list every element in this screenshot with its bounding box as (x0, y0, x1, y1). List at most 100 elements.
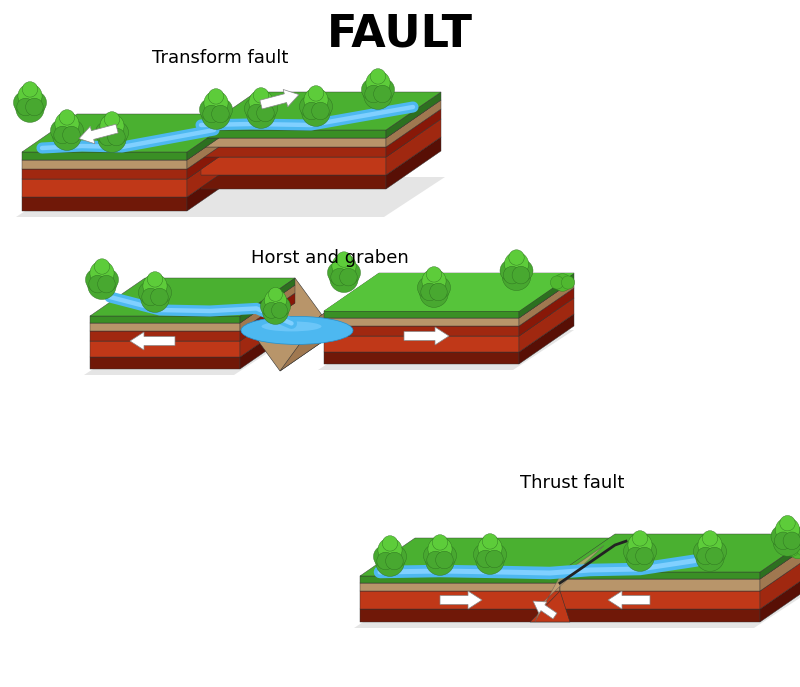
FancyArrow shape (440, 591, 482, 609)
Circle shape (628, 533, 652, 557)
Polygon shape (386, 100, 441, 147)
Polygon shape (316, 120, 322, 124)
Circle shape (16, 94, 44, 122)
Polygon shape (324, 326, 519, 336)
Circle shape (203, 105, 221, 123)
Polygon shape (560, 534, 800, 572)
Circle shape (386, 552, 403, 570)
Polygon shape (110, 137, 114, 148)
Circle shape (25, 91, 46, 113)
Polygon shape (432, 292, 436, 303)
Circle shape (17, 98, 34, 116)
Polygon shape (324, 280, 574, 318)
FancyArrow shape (608, 591, 650, 609)
Circle shape (208, 89, 224, 104)
Polygon shape (90, 316, 240, 323)
Polygon shape (360, 545, 615, 583)
Polygon shape (388, 561, 392, 572)
Polygon shape (259, 113, 263, 124)
Circle shape (299, 95, 322, 117)
Circle shape (104, 112, 120, 127)
Circle shape (22, 82, 38, 97)
Circle shape (271, 302, 287, 318)
Polygon shape (383, 570, 390, 574)
Circle shape (304, 88, 328, 112)
Circle shape (331, 269, 349, 286)
Circle shape (330, 264, 358, 293)
Polygon shape (240, 278, 335, 371)
Polygon shape (638, 556, 642, 567)
Polygon shape (155, 306, 162, 311)
Circle shape (782, 526, 800, 548)
Polygon shape (22, 141, 242, 179)
Circle shape (100, 114, 124, 138)
Circle shape (512, 267, 530, 284)
Circle shape (340, 269, 358, 286)
Polygon shape (261, 122, 268, 126)
Circle shape (141, 284, 170, 313)
Polygon shape (530, 591, 570, 622)
Polygon shape (360, 583, 560, 591)
Polygon shape (360, 553, 800, 591)
Circle shape (502, 262, 531, 291)
Circle shape (98, 275, 115, 293)
Polygon shape (371, 103, 378, 107)
Polygon shape (360, 538, 615, 576)
Circle shape (697, 548, 714, 565)
Circle shape (370, 69, 386, 84)
Polygon shape (280, 278, 375, 371)
Polygon shape (390, 570, 397, 574)
Polygon shape (310, 120, 316, 124)
Circle shape (55, 112, 79, 136)
Circle shape (150, 289, 168, 306)
Circle shape (99, 128, 117, 146)
Polygon shape (67, 144, 74, 148)
Polygon shape (65, 135, 70, 146)
Polygon shape (386, 92, 441, 138)
Circle shape (265, 289, 286, 311)
Polygon shape (760, 541, 800, 591)
Circle shape (418, 277, 439, 299)
Circle shape (338, 262, 361, 284)
Polygon shape (519, 288, 574, 336)
Polygon shape (640, 565, 646, 570)
Circle shape (98, 124, 126, 153)
Circle shape (775, 518, 800, 542)
Circle shape (626, 543, 654, 572)
Circle shape (432, 534, 448, 550)
Polygon shape (517, 284, 523, 289)
Circle shape (269, 287, 282, 302)
Polygon shape (434, 569, 440, 573)
Circle shape (477, 550, 494, 567)
Polygon shape (201, 109, 441, 147)
Text: Transform fault: Transform fault (152, 49, 288, 67)
Circle shape (428, 537, 452, 561)
Circle shape (336, 252, 352, 267)
Polygon shape (254, 122, 261, 126)
FancyArrow shape (533, 601, 557, 619)
Circle shape (374, 85, 391, 103)
Polygon shape (112, 146, 118, 150)
Circle shape (422, 269, 446, 293)
Circle shape (90, 261, 114, 285)
Polygon shape (22, 169, 187, 179)
Circle shape (780, 515, 795, 531)
Circle shape (373, 78, 394, 100)
Polygon shape (488, 559, 492, 570)
Circle shape (434, 545, 457, 567)
Polygon shape (519, 273, 574, 318)
Polygon shape (90, 331, 240, 341)
Circle shape (88, 271, 116, 300)
Circle shape (303, 102, 321, 120)
Polygon shape (187, 114, 242, 160)
Polygon shape (16, 177, 445, 217)
Circle shape (634, 541, 657, 563)
Polygon shape (275, 318, 282, 322)
Circle shape (138, 282, 161, 304)
FancyArrow shape (260, 89, 299, 109)
Circle shape (262, 298, 289, 324)
Circle shape (706, 548, 723, 565)
Circle shape (261, 296, 281, 317)
Polygon shape (187, 141, 242, 197)
Circle shape (249, 90, 273, 114)
